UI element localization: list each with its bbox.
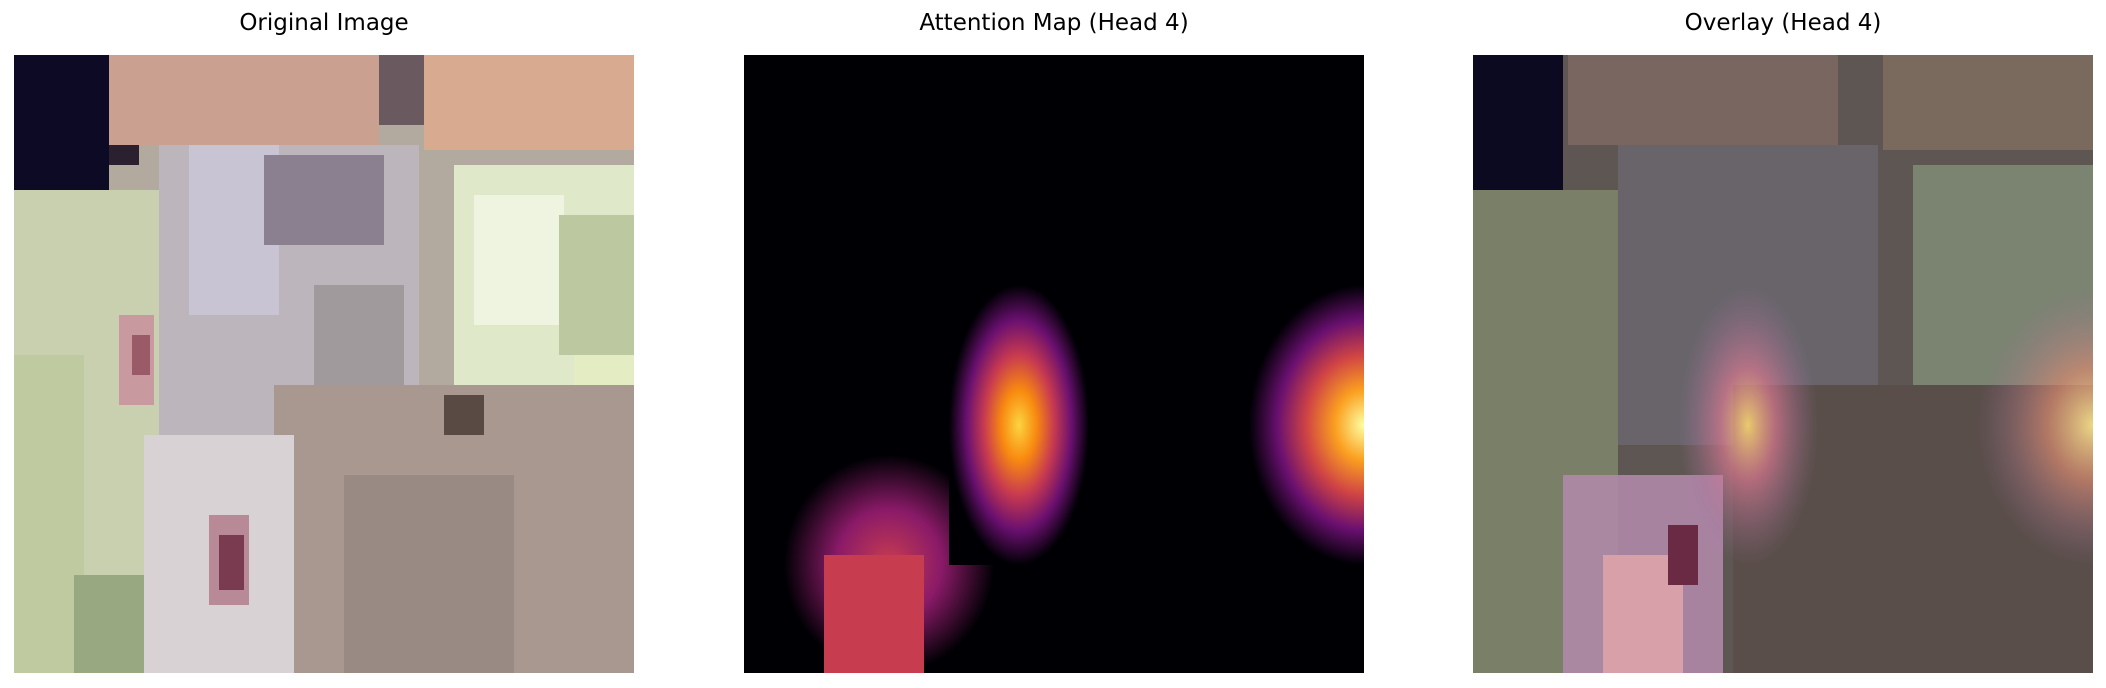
original-image-title: Original Image <box>239 10 409 36</box>
overlay-title: Overlay (Head 4) <box>1684 10 1882 36</box>
overlay-panel: Overlay (Head 4) <box>1473 0 2093 688</box>
original-image <box>14 55 634 673</box>
attention-map-title: Attention Map (Head 4) <box>919 10 1189 36</box>
original-image-panel: Original Image <box>14 0 634 688</box>
attention-map-panel: Attention Map (Head 4) <box>744 0 1364 688</box>
overlay-image <box>1473 55 2093 673</box>
attention-map-image <box>744 55 1364 673</box>
